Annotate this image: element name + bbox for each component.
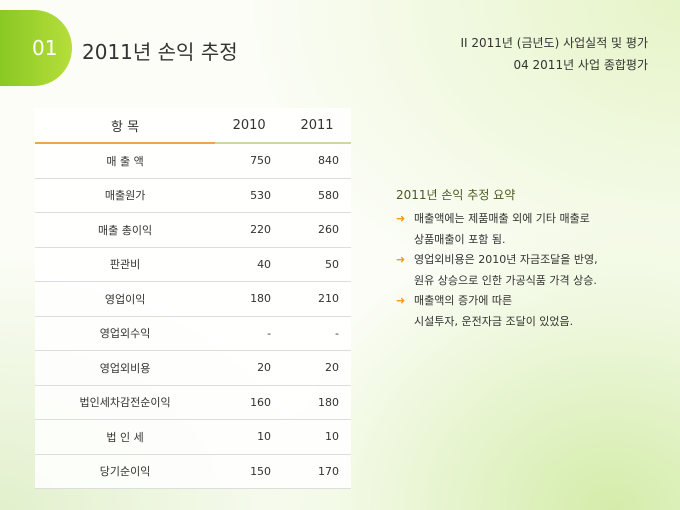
value-cell: 750 [215,143,284,179]
arrow-icon: ➜ [396,253,406,266]
pl-table: 항 목 2010 2011 매 출 액 750 840 매출원가 530 580 매출 총이익 22… [35,108,351,489]
table-row: 매 출 액 750 840 [35,143,351,179]
number-tab [0,10,72,86]
value-cell: 150 [215,454,284,489]
value-cell: 10 [215,419,284,455]
bullet-line: 매출액의 증가에 따른 [414,294,513,307]
value-cell: 580 [283,178,351,213]
item-cell: 당기순이익 [35,454,216,489]
value-cell: - [283,316,351,351]
bullet-line: 매출액에는 제품매출 외에 기타 매출로 [414,212,590,225]
item-cell: 법인세차감전순이익 [35,385,216,420]
section-title: II 2011년 (금년도) 사업실적 및 평가 [460,36,649,50]
table-row: 영업외비용 20 20 [35,350,351,386]
arrow-icon: ➜ [396,294,406,307]
value-cell: 530 [215,178,284,213]
bullet-line: 시설투자, 운전자금 조달이 있었음. [414,314,574,328]
item-cell: 법 인 세 [35,419,216,455]
table-row: 영업이익 180 210 [35,281,351,317]
table-row: 법인세차감전순이익 160 180 [35,385,351,420]
table-row: 매출 총이익 220 260 [35,212,351,248]
table-row: 판관비 40 50 [35,247,351,282]
value-cell: 180 [215,281,284,317]
value-cell: 20 [215,350,284,386]
item-cell: 매출 총이익 [35,212,216,248]
table-row: 영업외수익 - - [35,316,351,351]
table-row: 매출원가 530 580 [35,178,351,213]
value-cell: 40 [215,247,284,282]
arrow-icon: ➜ [396,212,406,225]
value-cell: - [215,316,284,351]
value-cell: 10 [283,419,351,455]
value-cell: 210 [283,281,351,317]
column-header: 2010 [215,108,284,144]
item-cell: 영업외비용 [35,350,216,386]
value-cell: 180 [283,385,351,420]
item-cell: 매 출 액 [35,143,216,179]
summary-title: 2011년 손익 추정 요약 [396,188,516,202]
item-cell: 판관비 [35,247,216,282]
bullet-line: 영업외비용은 2010년 자금조달을 반영, [414,253,598,266]
item-cell: 영업외수익 [35,316,216,351]
item-cell: 매출원가 [35,178,216,213]
value-cell: 220 [215,212,284,248]
column-header: 항 목 [35,108,216,144]
bullet-line: 원유 상승으로 인한 가공식품 가격 상승. [414,273,597,287]
table-row: 당기순이익 150 170 [35,454,351,489]
bullet-line: 상품매출이 포함 됨. [414,232,506,246]
item-cell: 영업이익 [35,281,216,317]
value-cell: 20 [283,350,351,386]
subsection-title: 04 2011년 사업 종합평가 [513,58,648,72]
table-row: 법 인 세 10 10 [35,419,351,455]
value-cell: 840 [283,143,351,179]
value-cell: 50 [283,247,351,282]
value-cell: 160 [215,385,284,420]
section-number: 01 [32,36,58,60]
slide-title: 2011년 손익 추정 [82,40,238,64]
value-cell: 170 [283,454,351,489]
column-header: 2011 [283,108,351,144]
bullet: ➜ 영업외비용은 2010년 자금조달을 반영, 원유 상승으로 인한 가공식품 가… [396,250,598,291]
value-cell: 260 [283,212,351,248]
